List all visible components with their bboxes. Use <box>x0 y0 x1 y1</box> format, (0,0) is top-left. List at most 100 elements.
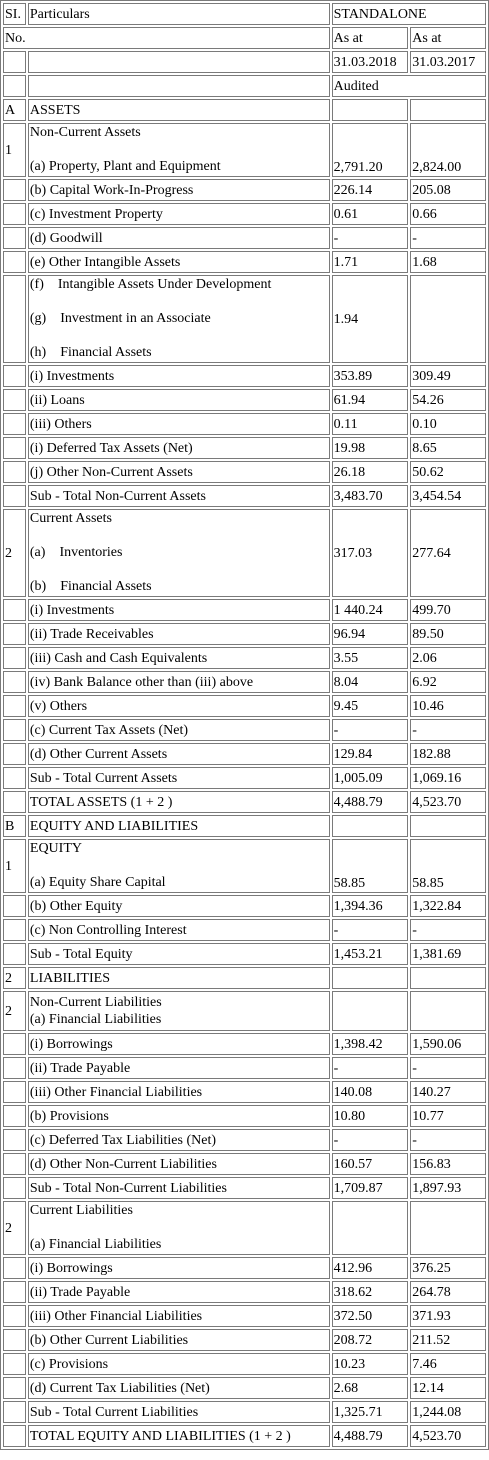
row-label: (d) Current Tax Liabilities (Net) <box>27 1377 330 1399</box>
value-2018: 3.55 <box>331 647 409 669</box>
value-2018: 1,394.36 <box>331 895 409 917</box>
row-label: Current Liabilities (a) Financial Liabil… <box>27 1201 330 1255</box>
section-row: 2 LIABILITIES <box>3 967 486 989</box>
value-2018: 9.45 <box>331 695 409 717</box>
section-label: A <box>3 99 26 121</box>
value-2018: 58.85 <box>331 839 409 893</box>
table-row: 1 Non-Current Assets (a) Property, Plant… <box>3 123 486 177</box>
section-title: LIABILITIES <box>27 967 330 989</box>
value-2017: 8.65 <box>410 437 486 459</box>
item-label: (a) Financial Liabilities <box>29 1011 162 1027</box>
standalone-header: STANDALONE <box>331 3 486 25</box>
value-2017: 264.78 <box>410 1281 486 1303</box>
value-2017: - <box>410 919 486 941</box>
table-row: (b) Capital Work-In-Progress 226.14 205.… <box>3 179 486 201</box>
header-row: Audited <box>3 75 486 97</box>
row-label: (f) Intangible Assets Under Development (… <box>27 275 330 363</box>
row-number: 2 <box>3 1201 26 1255</box>
table-row: (i) Borrowings 412.96 376.25 <box>3 1257 486 1279</box>
value-2018: 2,791.20 <box>331 123 409 177</box>
value-2018: - <box>331 919 409 941</box>
value-2018: 26.18 <box>331 461 409 483</box>
subtotal-row: Sub - Total Current Liabilities 1,325.71… <box>3 1401 486 1423</box>
table-row: (iii) Other Financial Liabilities 140.08… <box>3 1081 486 1103</box>
row-label: (b) Other Equity <box>27 895 330 917</box>
date-header: 31.03.2017 <box>410 51 486 73</box>
value-2017: 309.49 <box>410 365 486 387</box>
group-title: Non-Current Liabilities <box>29 994 162 1010</box>
value-2017: 140.27 <box>410 1081 486 1103</box>
row-label: Non-Current Liabilities (a) Financial Li… <box>27 991 330 1031</box>
value-2018: 1,709.87 <box>331 1177 409 1199</box>
value-2017: 1,381.69 <box>410 943 486 965</box>
as-at-header: As at <box>331 27 409 49</box>
value-2017: 1,322.84 <box>410 895 486 917</box>
value-2017: - <box>410 227 486 249</box>
total-row: TOTAL EQUITY AND LIABILITIES (1 + 2 ) 4,… <box>3 1425 486 1447</box>
section-row: A ASSETS <box>3 99 486 121</box>
value-2018: - <box>331 1129 409 1151</box>
table-row: (iii) Other Financial Liabilities 372.50… <box>3 1305 486 1327</box>
row-label: (iii) Other Financial Liabilities <box>27 1305 330 1327</box>
value-2018: 226.14 <box>331 179 409 201</box>
row-label: (ii) Trade Payable <box>27 1057 330 1079</box>
value-2018: 0.61 <box>331 203 409 225</box>
subtotal-row: Sub - Total Non-Current Assets 3,483.70 … <box>3 485 486 507</box>
row-label: (iv) Bank Balance other than (iii) above <box>27 671 330 693</box>
table-row: (e) Other Intangible Assets 1.71 1.68 <box>3 251 486 273</box>
as-at-header: As at <box>410 27 486 49</box>
value-2017: 1,590.06 <box>410 1033 486 1055</box>
row-label: (iii) Cash and Cash Equivalents <box>27 647 330 669</box>
row-label: (c) Provisions <box>27 1353 330 1375</box>
value-2018: 19.98 <box>331 437 409 459</box>
table-row: (c) Provisions 10.23 7.46 <box>3 1353 486 1375</box>
value-2018: 412.96 <box>331 1257 409 1279</box>
date-header: 31.03.2018 <box>331 51 409 73</box>
empty-cell <box>3 51 26 73</box>
table-row: (ii) Trade Payable 318.62 264.78 <box>3 1281 486 1303</box>
value-2018: 1.71 <box>331 251 409 273</box>
section-title: EQUITY AND LIABILITIES <box>27 815 330 837</box>
particulars-header: Particulars <box>27 3 330 25</box>
value-2018: 96.94 <box>331 623 409 645</box>
row-number: 2 <box>3 967 26 989</box>
row-label: TOTAL ASSETS (1 + 2 ) <box>27 791 330 813</box>
value-2017: 10.77 <box>410 1105 486 1127</box>
value-2018: 129.84 <box>331 743 409 765</box>
value-2017: 89.50 <box>410 623 486 645</box>
row-label: (iii) Others <box>27 413 330 435</box>
table-row: (c) Current Tax Assets (Net) - - <box>3 719 486 741</box>
group-title: Current Liabilities <box>29 1203 133 1218</box>
value-2017: 0.10 <box>410 413 486 435</box>
row-label: Sub - Total Non-Current Liabilities <box>27 1177 330 1199</box>
item-label: (a) Financial Liabilities <box>29 1237 162 1252</box>
value-2017: 3,454.54 <box>410 485 486 507</box>
value-2018: 2.68 <box>331 1377 409 1399</box>
row-label: (ii) Trade Receivables <box>27 623 330 645</box>
row-label: Sub - Total Current Assets <box>27 767 330 789</box>
value-2018: 1.94 <box>331 275 409 363</box>
value-2018: 140.08 <box>331 1081 409 1103</box>
table-row: 1 EQUITY (a) Equity Share Capital 58.85 … <box>3 839 486 893</box>
row-label: (c) Deferred Tax Liabilities (Net) <box>27 1129 330 1151</box>
total-row: TOTAL ASSETS (1 + 2 ) 4,488.79 4,523.70 <box>3 791 486 813</box>
value-2017: 54.26 <box>410 389 486 411</box>
table-row: (iv) Bank Balance other than (iii) above… <box>3 671 486 693</box>
row-label: (c) Current Tax Assets (Net) <box>27 719 330 741</box>
value-2018: 160.57 <box>331 1153 409 1175</box>
value-2018: 61.94 <box>331 389 409 411</box>
row-label: Sub - Total Current Liabilities <box>27 1401 330 1423</box>
row-label: Non-Current Assets (a) Property, Plant a… <box>27 123 330 177</box>
empty-cell <box>27 75 330 97</box>
table-row: (i) Investments 1 440.24 499.70 <box>3 599 486 621</box>
table-row: (ii) Trade Payable - - <box>3 1057 486 1079</box>
section-label: B <box>3 815 26 837</box>
value-2017: 7.46 <box>410 1353 486 1375</box>
value-2018: 372.50 <box>331 1305 409 1327</box>
row-label: Current Assets (a) Inventories (b) Financi… <box>27 509 330 597</box>
row-label: (b) Provisions <box>27 1105 330 1127</box>
value-2018: 1,453.21 <box>331 943 409 965</box>
row-label: (d) Other Current Assets <box>27 743 330 765</box>
table-row: (d) Current Tax Liabilities (Net) 2.68 1… <box>3 1377 486 1399</box>
